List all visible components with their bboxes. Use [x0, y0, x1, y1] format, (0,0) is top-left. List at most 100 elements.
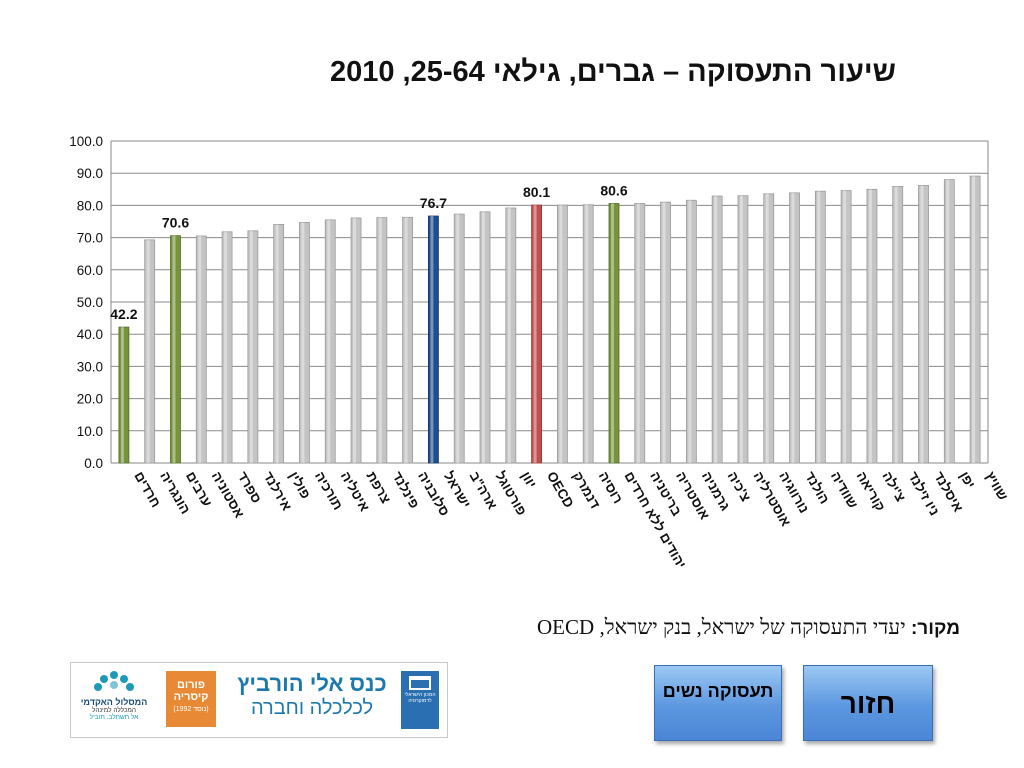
caesarea-line3: (נוסד 1992)	[173, 706, 209, 713]
bar	[660, 201, 671, 464]
back-button[interactable]: חזור	[803, 665, 933, 741]
bar-highlight	[404, 217, 408, 463]
x-tick-label: יוון	[518, 469, 539, 491]
bar-highlight	[610, 203, 614, 463]
bar	[195, 235, 207, 464]
bar-highlight	[843, 190, 847, 463]
bar-highlight	[430, 216, 434, 463]
bars	[118, 175, 981, 464]
bar	[892, 186, 904, 464]
bar-highlight	[482, 211, 486, 463]
data-label: 76.7	[420, 195, 447, 211]
bar	[505, 207, 517, 464]
bar-highlight	[249, 230, 253, 463]
y-tick-label: 50.0	[77, 295, 103, 310]
bar-highlight	[301, 222, 305, 463]
bar	[814, 190, 826, 464]
data-label: 80.1	[523, 184, 550, 200]
bar-highlight	[920, 185, 924, 463]
data-label: 70.6	[162, 215, 189, 231]
bar	[763, 193, 775, 464]
bar	[531, 204, 543, 464]
bar	[118, 326, 130, 464]
bar-highlight	[378, 217, 382, 463]
caesarea-line1: פורום	[176, 679, 206, 691]
hamaslul-logo: המסלול האקדמי המכללה למינהל אל תשתלב. תו…	[77, 671, 151, 731]
x-tick-label: שוויץ	[983, 469, 1011, 503]
dots-emblem-icon	[92, 671, 136, 695]
bar-highlight	[585, 204, 589, 464]
bar-highlight	[456, 214, 460, 463]
bar-highlight	[739, 195, 743, 464]
bar-highlight	[714, 196, 718, 463]
bar-highlight	[120, 327, 124, 463]
bar	[634, 203, 646, 464]
data-label: 80.6	[600, 182, 627, 198]
bar-highlight	[224, 231, 228, 463]
bar	[840, 190, 852, 464]
caesarea-line2: קיסריה	[173, 691, 209, 703]
bar	[737, 195, 749, 464]
bar	[943, 179, 955, 464]
bar	[402, 216, 414, 464]
bar	[479, 211, 491, 464]
y-tick-label: 90.0	[77, 166, 103, 181]
idi-logo: המכון הישראלי לדמוקרטיה	[401, 671, 439, 729]
bar-highlight	[275, 224, 279, 463]
caesarea-forum-logo: פורום קיסריה (נוסד 1992)	[166, 671, 216, 727]
bar-highlight	[507, 207, 511, 463]
bar-highlight	[198, 235, 202, 463]
bar-highlight	[894, 186, 898, 464]
bar-highlight	[146, 239, 150, 463]
bar-highlight	[662, 202, 666, 463]
bar	[582, 204, 594, 464]
chart-title: שיעור התעסוקה – גברים, גילאי 25-64, 2010	[329, 56, 897, 88]
y-tick-label: 80.0	[77, 198, 103, 213]
bar-highlight	[559, 205, 563, 463]
building-icon	[409, 676, 431, 690]
bar	[299, 222, 310, 464]
y-tick-label: 70.0	[77, 231, 103, 246]
y-axis-labels: 100.0 90.0 80.0 70.0 60.0 50.0 40.0 30.0 20.0 10.…	[69, 134, 103, 471]
y-tick-label: 0.0	[84, 456, 103, 471]
bar-highlight	[972, 176, 976, 463]
bar	[556, 204, 568, 464]
bar-highlight	[791, 192, 795, 464]
bar-highlight	[172, 235, 176, 463]
bar-highlight	[817, 191, 821, 463]
bar-highlight	[533, 205, 537, 463]
bar	[453, 213, 465, 464]
y-tick-label: 10.0	[77, 424, 103, 439]
idi-name: המכון הישראלי לדמוקרטיה	[404, 692, 436, 704]
bar	[247, 230, 259, 464]
bar	[376, 217, 388, 464]
bar	[170, 235, 181, 464]
conference-subtitle: לכלכלה וחברה	[250, 697, 374, 719]
bar	[273, 223, 285, 464]
bar	[711, 195, 723, 464]
conference-name: כנס אלי הורביץ	[237, 671, 387, 696]
bar-chart: 100.0 90.0 80.0 70.0 60.0 50.0 40.0 30.0 20.0 10.…	[69, 134, 1011, 571]
y-tick-label: 40.0	[77, 327, 103, 342]
bar-highlight	[327, 219, 331, 463]
bar-highlight	[765, 193, 769, 464]
bar-highlight	[353, 217, 357, 463]
source-label: מקור:	[910, 618, 960, 639]
bar	[685, 199, 697, 464]
bar	[918, 185, 929, 464]
bar-highlight	[636, 203, 640, 463]
hamaslul-tagline: אל תשתלב. תוביל	[89, 714, 139, 721]
y-tick-label: 60.0	[77, 263, 103, 278]
bar	[969, 175, 981, 464]
bar	[144, 239, 156, 464]
y-tick-label: 100.0	[69, 134, 103, 149]
bar-highlight	[688, 200, 692, 464]
bar-highlight	[868, 189, 872, 464]
women-employment-button[interactable]: תעסוקה נשים	[654, 665, 782, 741]
source-note: מקור: יעדי התעסוקה של ישראל, בנק ישראל, …	[420, 615, 960, 640]
bar	[428, 215, 439, 464]
sponsor-logos: המסלול האקדמי המכללה למינהל אל תשתלב. תו…	[70, 662, 448, 738]
hamaslul-name: המסלול האקדמי	[80, 697, 148, 707]
bar	[866, 188, 878, 464]
source-text: יעדי התעסוקה של ישראל, בנק ישראל, OECD	[537, 615, 911, 639]
